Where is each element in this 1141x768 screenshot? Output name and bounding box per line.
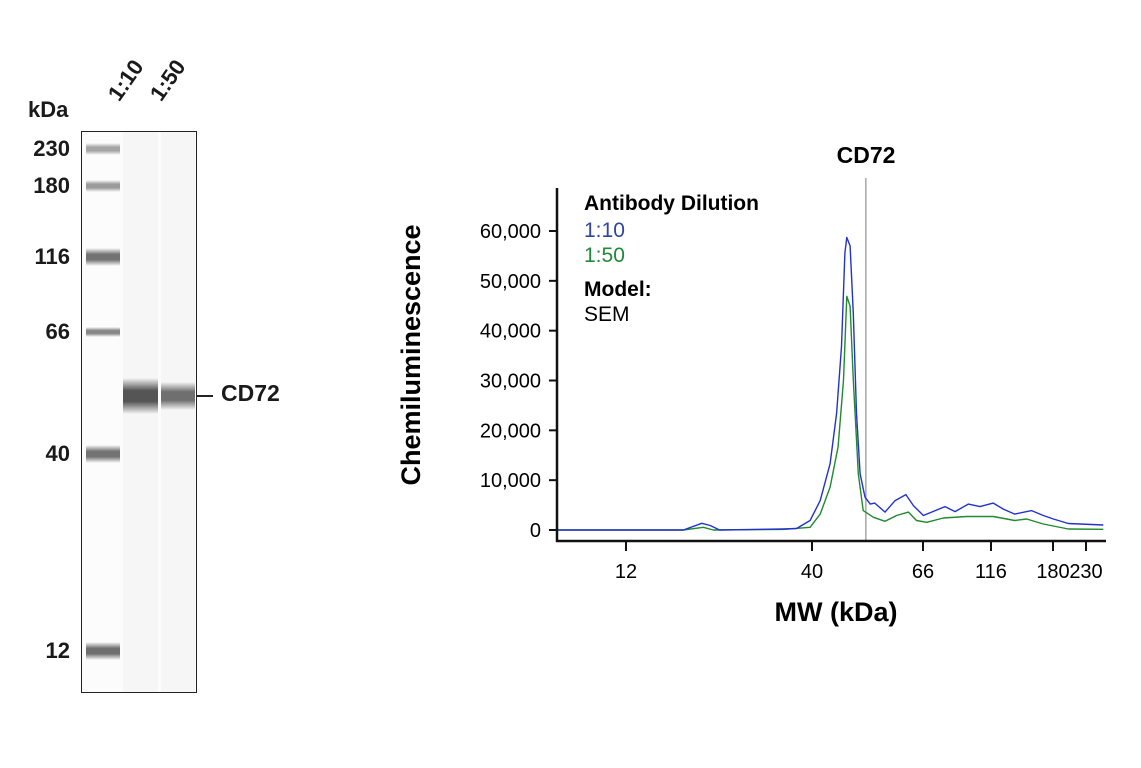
series-line-1-50 <box>557 295 1104 531</box>
x-tick-label: 12 <box>615 561 637 583</box>
ladder-label-180: 180 <box>33 173 70 198</box>
x-tick-label: 180 <box>1036 561 1069 583</box>
y-tick-label: 10,000 <box>480 470 541 492</box>
y-axis-title: Chemiluminescence <box>396 224 426 485</box>
sample-lane-1-50 <box>161 132 195 692</box>
y-tick-label: 50,000 <box>480 271 541 293</box>
ladder-label-116: 116 <box>34 244 71 269</box>
x-axis-title: MW (kDa) <box>775 597 898 627</box>
peak-marker-label: CD72 <box>837 142 896 168</box>
legend-entry-1-10: 1:10 <box>584 219 625 242</box>
x-tick-label: 66 <box>912 561 934 583</box>
y-tick-label: 60,000 <box>480 221 541 243</box>
blot-image <box>81 131 197 693</box>
sample-lane-1-10 <box>123 132 158 692</box>
ladder-band-230 <box>86 143 120 155</box>
ladder-band-40 <box>86 445 120 463</box>
legend-title: Antibody Dilution <box>584 192 759 215</box>
cd72-band-1-50 <box>161 382 195 410</box>
x-tick-label: 230 <box>1069 561 1102 583</box>
ladder-band-66 <box>86 327 120 337</box>
ladder-label-230: 230 <box>33 136 70 161</box>
blot-target-label: CD72 <box>221 380 280 406</box>
series-line-1-10 <box>557 236 1104 531</box>
blot-unit-label: kDa <box>28 97 69 122</box>
legend-entry-1-50: 1:50 <box>584 244 625 267</box>
ladder-band-116 <box>86 248 120 266</box>
cd72-band-1-10 <box>123 378 158 414</box>
ladder-band-180 <box>86 180 120 192</box>
ladder-label-12: 12 <box>45 638 70 663</box>
legend: Antibody Dilution 1:10 1:50 Model: SEM <box>584 192 759 326</box>
y-tick-label: 0 <box>530 520 541 542</box>
ladder-lane <box>86 132 120 692</box>
ladder-label-40: 40 <box>45 441 70 466</box>
ladder-label-66: 66 <box>45 319 70 344</box>
x-tick-label: 116 <box>975 561 1007 583</box>
cd72-pointer-line <box>197 395 213 397</box>
y-tick-label: 40,000 <box>480 321 541 343</box>
ladder-band-12 <box>86 642 120 660</box>
y-tick-label: 20,000 <box>480 420 541 442</box>
y-tick-label: 30,000 <box>480 371 541 393</box>
legend-model-value: SEM <box>584 303 630 326</box>
legend-model-label: Model: <box>584 278 652 301</box>
x-tick-label: 40 <box>801 561 823 583</box>
